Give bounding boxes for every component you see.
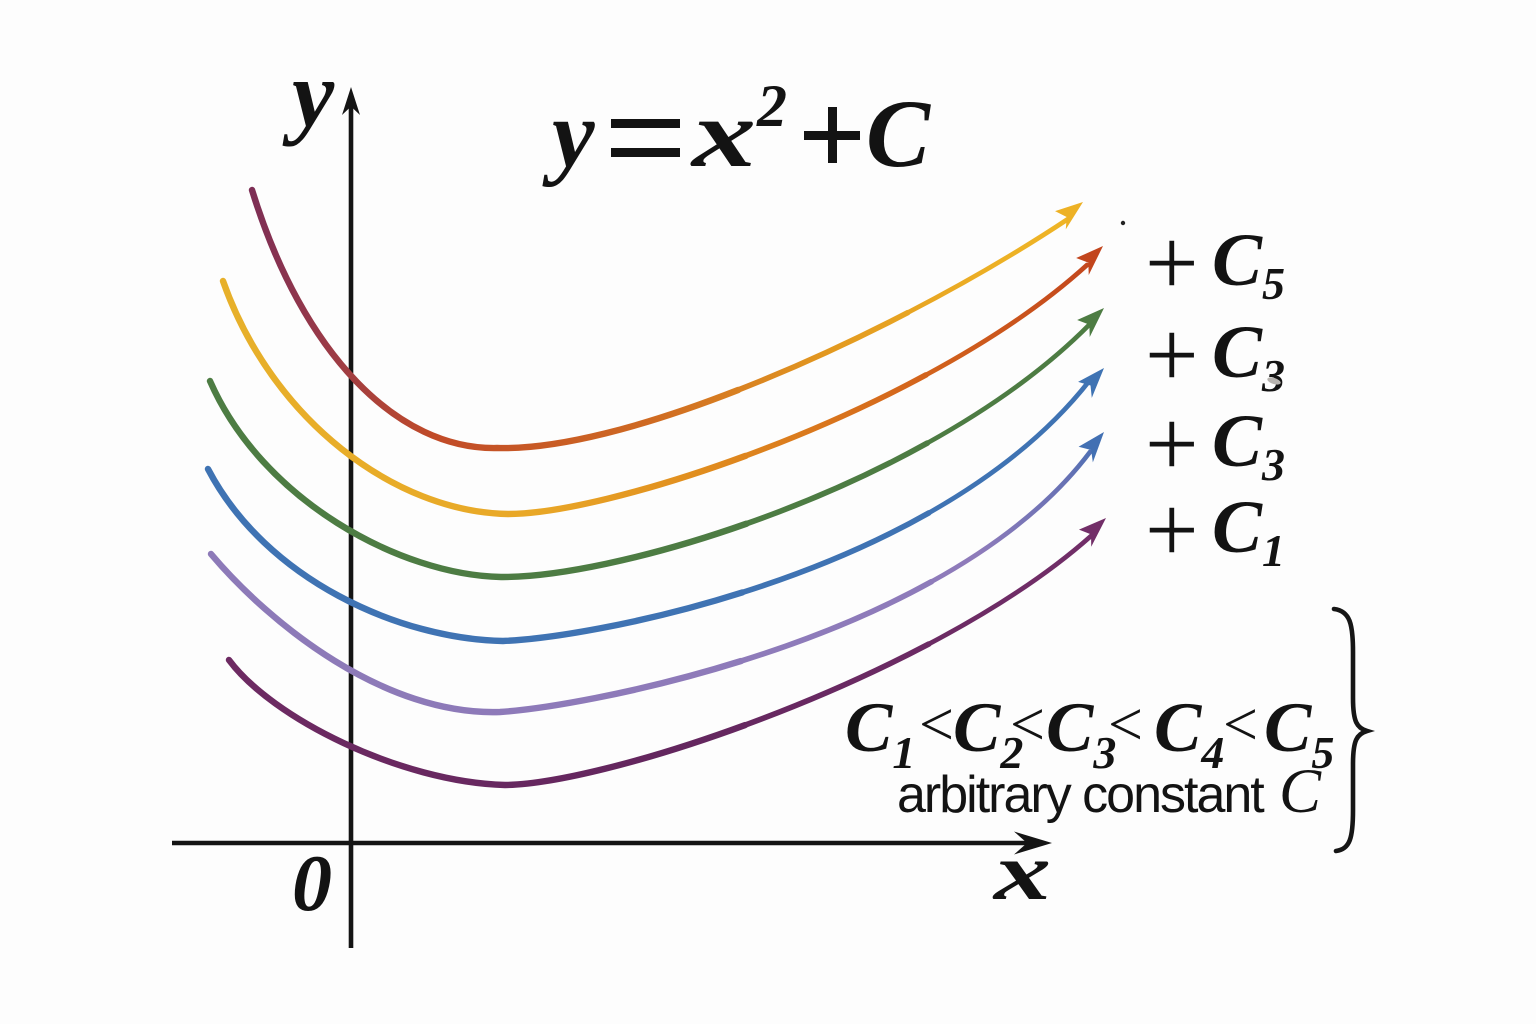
svg-text:+: +: [1145, 391, 1199, 497]
svg-text:0: 0: [292, 840, 332, 928]
svg-text:<: <: [919, 691, 954, 759]
svg-text:arbitrary constant: arbitrary constant: [897, 766, 1265, 824]
svg-text:x: x: [689, 80, 756, 187]
svg-text:<: <: [1010, 691, 1045, 759]
svg-text:<: <: [1223, 691, 1258, 759]
svg-text:C3: C3: [1212, 311, 1285, 401]
svg-text:x: x: [993, 826, 1051, 917]
svg-text:+: +: [1145, 210, 1199, 316]
svg-text:C1: C1: [845, 689, 915, 778]
svg-text:C: C: [1279, 756, 1322, 826]
svg-text:C5: C5: [1212, 219, 1285, 309]
svg-text:2: 2: [756, 73, 787, 139]
svg-text:C2: C2: [953, 689, 1023, 778]
svg-text:C4: C4: [1154, 689, 1224, 778]
svg-text:+: +: [1145, 302, 1199, 408]
svg-text:y: y: [282, 41, 335, 147]
svg-text:y: y: [542, 80, 595, 187]
svg-text:<: <: [1108, 691, 1143, 759]
svg-text:C1: C1: [1212, 486, 1285, 576]
svg-text:C3: C3: [1046, 689, 1116, 778]
svg-text:+: +: [1145, 477, 1199, 583]
svg-text:C: C: [866, 80, 931, 187]
svg-text:C3: C3: [1212, 400, 1285, 490]
